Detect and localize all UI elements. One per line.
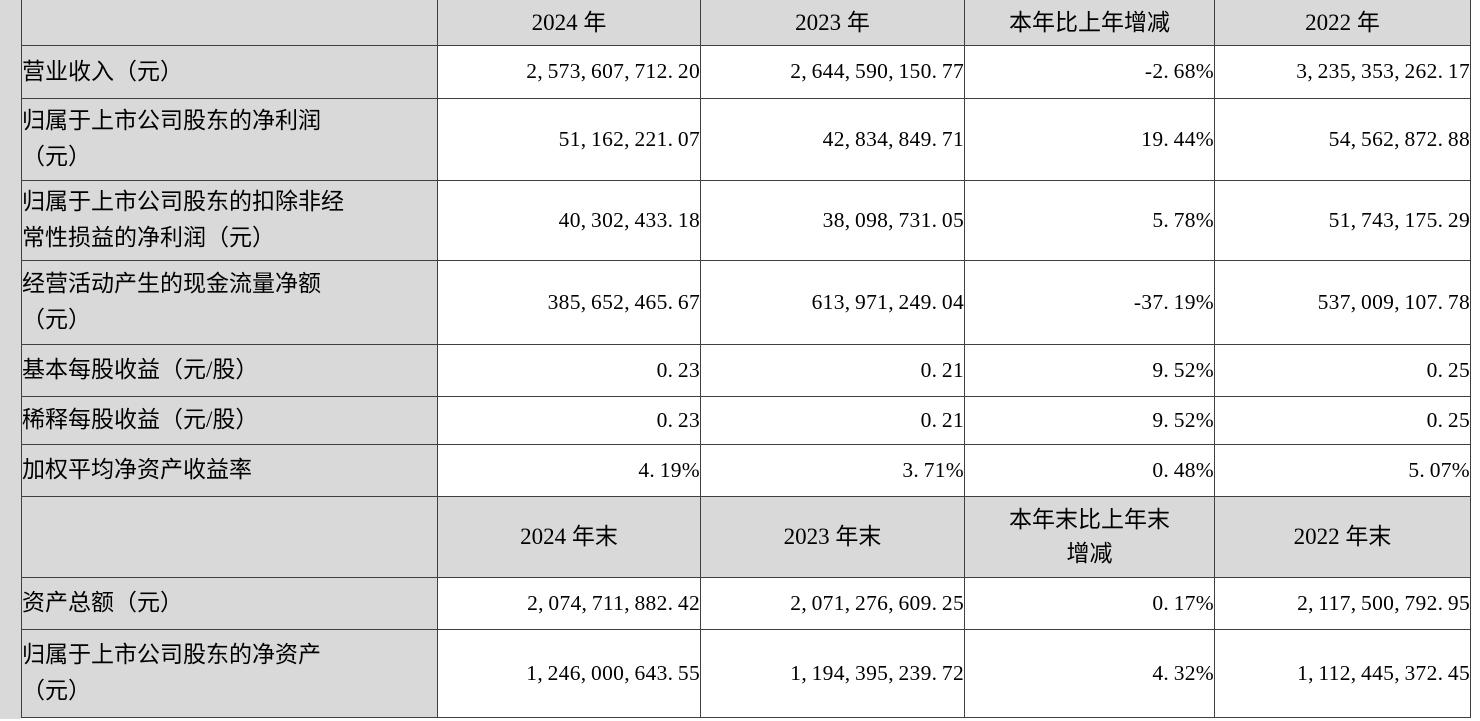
value-cell-2023: 1, 194, 395, 239. 72 (700, 628, 965, 718)
row-label: 稀释每股收益（元/股） (21, 395, 438, 445)
value-cell-2024: 0. 23 (437, 343, 701, 397)
table-row-net-assets: 归属于上市公司股东的净资产 （元） 1, 246, 000, 643. 55 1… (21, 628, 1471, 718)
value-cell-2022: 0. 25 (1214, 395, 1471, 445)
value-cell-change: 5. 78% (964, 179, 1215, 261)
table-row-basic-eps: 基本每股收益（元/股） 0. 23 0. 21 9. 52% 0. 25 (21, 343, 1471, 397)
financial-summary-table: 2024 年 2023 年 本年比上年增减 2022 年 营业收入（元） 2, … (21, 0, 1471, 718)
header-row-annual: 2024 年 2023 年 本年比上年增减 2022 年 (21, 0, 1471, 46)
column-header-2023-end: 2023 年末 (700, 495, 965, 578)
value-cell-2022: 5. 07% (1214, 443, 1471, 497)
value-cell-2024: 51, 162, 221. 07 (437, 97, 701, 181)
column-header-yoy-change: 本年比上年增减 (964, 0, 1215, 46)
row-label: 营业收入（元） (21, 44, 438, 99)
value-cell-2023: 2, 644, 590, 150. 77 (700, 44, 965, 99)
value-cell-2022: 54, 562, 872. 88 (1214, 97, 1471, 181)
column-header-2022-end: 2022 年末 (1214, 495, 1471, 578)
value-cell-2024: 385, 652, 465. 67 (437, 259, 701, 345)
value-cell-change: 0. 48% (964, 443, 1215, 497)
value-cell-2024: 0. 23 (437, 395, 701, 445)
value-cell-2024: 2, 573, 607, 712. 20 (437, 44, 701, 99)
column-header-2024-end: 2024 年末 (437, 495, 701, 578)
column-header-year-end-change: 本年末比上年末 增减 (964, 495, 1215, 578)
value-cell-change: 9. 52% (964, 343, 1215, 397)
table-row-diluted-eps: 稀释每股收益（元/股） 0. 23 0. 21 9. 52% 0. 25 (21, 395, 1471, 445)
value-cell-2023: 2, 071, 276, 609. 25 (700, 576, 965, 630)
header-row-year-end: 2024 年末 2023 年末 本年末比上年末 增减 2022 年末 (21, 495, 1471, 578)
row-label: 经营活动产生的现金流量净额 （元） (21, 259, 438, 345)
header-empty-cell (21, 495, 438, 578)
value-cell-2022: 0. 25 (1214, 343, 1471, 397)
row-label: 基本每股收益（元/股） (21, 343, 438, 397)
value-cell-2022: 51, 743, 175. 29 (1214, 179, 1471, 261)
value-cell-2022: 1, 112, 445, 372. 45 (1214, 628, 1471, 718)
value-cell-change: -37. 19% (964, 259, 1215, 345)
row-label: 归属于上市公司股东的净利润 （元） (21, 97, 438, 181)
value-cell-2022: 3, 235, 353, 262. 17 (1214, 44, 1471, 99)
table-row-weighted-avg-roe: 加权平均净资产收益率 4. 19% 3. 71% 0. 48% 5. 07% (21, 443, 1471, 497)
value-cell-2023: 613, 971, 249. 04 (700, 259, 965, 345)
header-empty-cell (21, 0, 438, 46)
row-label: 归属于上市公司股东的扣除非经 常性损益的净利润（元） (21, 179, 438, 261)
value-cell-2023: 38, 098, 731. 05 (700, 179, 965, 261)
value-cell-change: 9. 52% (964, 395, 1215, 445)
left-edge-strip (0, 0, 21, 719)
value-cell-2024: 1, 246, 000, 643. 55 (437, 628, 701, 718)
row-label: 加权平均净资产收益率 (21, 443, 438, 497)
value-cell-2024: 40, 302, 433. 18 (437, 179, 701, 261)
value-cell-2023: 42, 834, 849. 71 (700, 97, 965, 181)
value-cell-2023: 3. 71% (700, 443, 965, 497)
table-row-total-assets: 资产总额（元） 2, 074, 711, 882. 42 2, 071, 276… (21, 576, 1471, 630)
column-header-2022: 2022 年 (1214, 0, 1471, 46)
column-header-2023: 2023 年 (700, 0, 965, 46)
value-cell-2023: 0. 21 (700, 395, 965, 445)
value-cell-2023: 0. 21 (700, 343, 965, 397)
value-cell-change: 0. 17% (964, 576, 1215, 630)
value-cell-change: -2. 68% (964, 44, 1215, 99)
table-row-net-profit: 归属于上市公司股东的净利润 （元） 51, 162, 221. 07 42, 8… (21, 97, 1471, 181)
value-cell-change: 4. 32% (964, 628, 1215, 718)
row-label: 归属于上市公司股东的净资产 （元） (21, 628, 438, 718)
value-cell-change: 19. 44% (964, 97, 1215, 181)
value-cell-2024: 4. 19% (437, 443, 701, 497)
value-cell-2022: 537, 009, 107. 78 (1214, 259, 1471, 345)
value-cell-2022: 2, 117, 500, 792. 95 (1214, 576, 1471, 630)
value-cell-2024: 2, 074, 711, 882. 42 (437, 576, 701, 630)
table-row-net-profit-excl-nonrecurring: 归属于上市公司股东的扣除非经 常性损益的净利润（元） 40, 302, 433.… (21, 179, 1471, 261)
row-label: 资产总额（元） (21, 576, 438, 630)
table-row-operating-revenue: 营业收入（元） 2, 573, 607, 712. 20 2, 644, 590… (21, 44, 1471, 99)
column-header-2024: 2024 年 (437, 0, 701, 46)
table-row-operating-cash-flow: 经营活动产生的现金流量净额 （元） 385, 652, 465. 67 613,… (21, 259, 1471, 345)
